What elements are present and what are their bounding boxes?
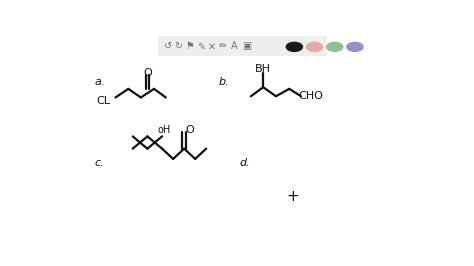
Text: c.: c. (94, 158, 104, 168)
Circle shape (286, 42, 302, 51)
Text: ▣: ▣ (242, 41, 251, 51)
Circle shape (347, 42, 363, 51)
Text: +: + (286, 189, 299, 204)
Text: ↺: ↺ (164, 41, 172, 51)
Text: b.: b. (219, 77, 230, 87)
Text: CL: CL (96, 95, 110, 106)
Text: O: O (143, 68, 152, 78)
Text: ⚑: ⚑ (185, 41, 194, 51)
Text: a.: a. (94, 77, 105, 87)
Text: d.: d. (239, 158, 250, 168)
Text: BH: BH (255, 64, 271, 74)
FancyBboxPatch shape (158, 36, 328, 56)
Text: ✎: ✎ (197, 41, 205, 51)
Text: O: O (185, 125, 194, 135)
Text: ✏: ✏ (219, 41, 227, 51)
Text: CHO: CHO (299, 91, 323, 101)
Text: A: A (230, 41, 237, 51)
Circle shape (327, 42, 343, 51)
Circle shape (307, 42, 323, 51)
Text: ✕: ✕ (208, 41, 216, 51)
Text: ↻: ↻ (174, 41, 182, 51)
Text: oH: oH (157, 125, 171, 135)
